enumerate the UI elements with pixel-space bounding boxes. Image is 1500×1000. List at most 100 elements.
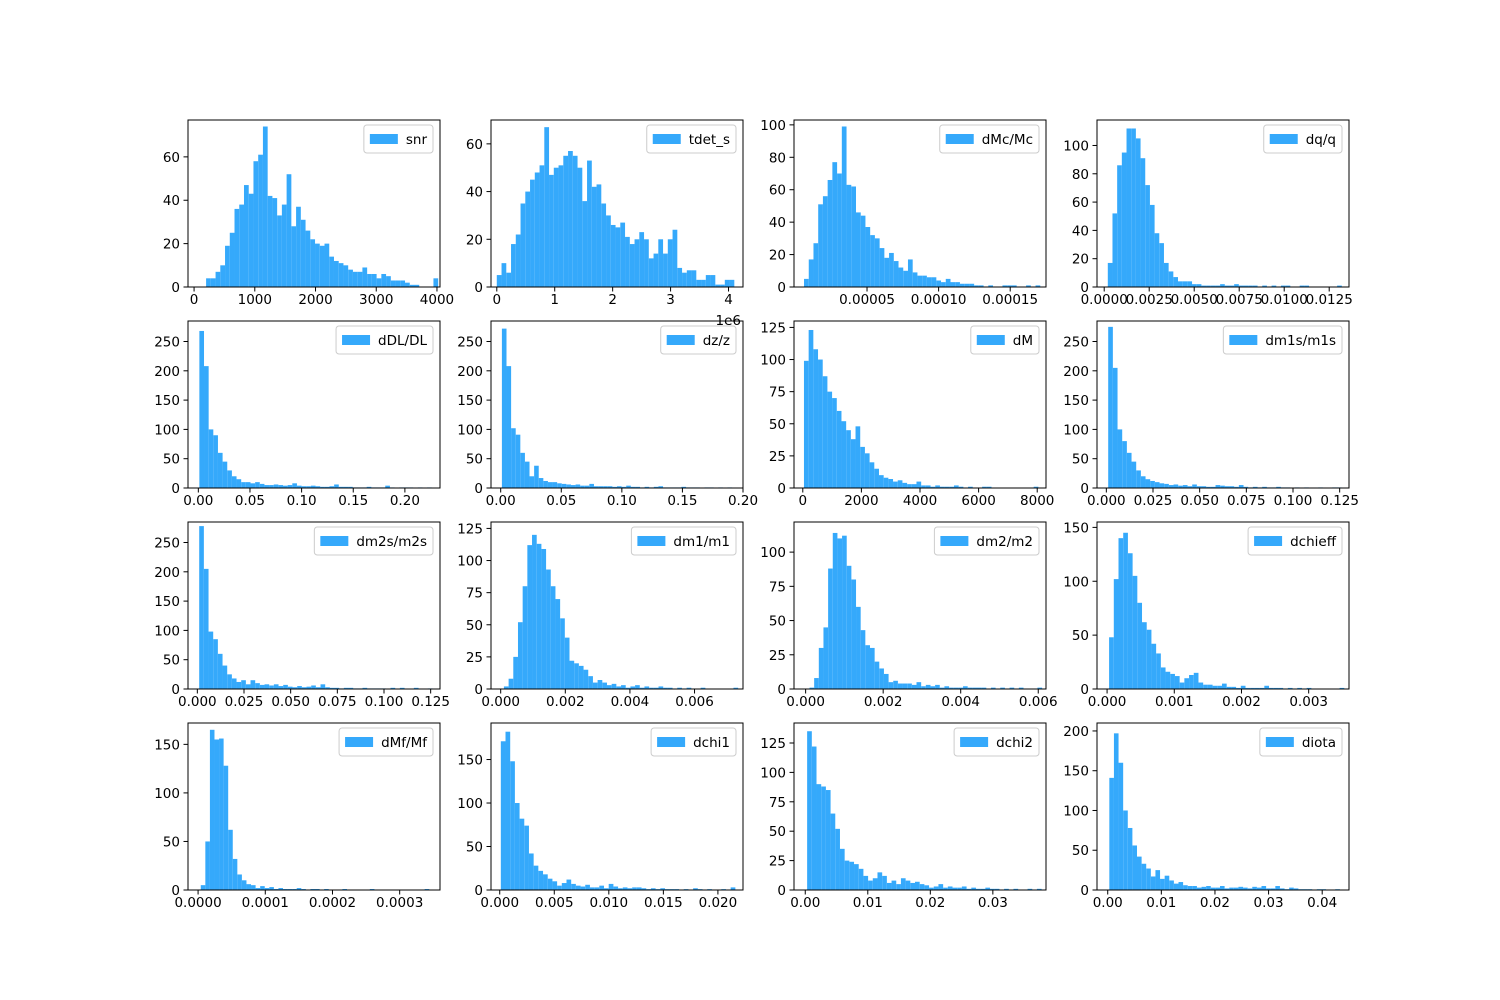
histogram-bar <box>357 271 363 287</box>
x-tick-label: 0.002 <box>1222 694 1261 710</box>
histogram-bar <box>329 256 334 287</box>
histogram-bar <box>864 453 870 488</box>
histogram-bar <box>580 485 585 488</box>
y-tick-label: 40 <box>466 185 483 201</box>
histogram-bar <box>250 483 256 488</box>
histogram-bar <box>608 883 614 890</box>
histogram-bar <box>870 235 875 287</box>
histogram-bar <box>1215 485 1221 488</box>
histogram-bar <box>724 279 730 287</box>
histogram-bar <box>1132 845 1137 890</box>
histogram-bar <box>1212 685 1218 689</box>
x-tick-label: 2 <box>608 292 617 308</box>
histogram-bar <box>844 860 850 890</box>
histogram-bar <box>644 486 650 488</box>
legend-box <box>338 727 434 757</box>
histogram-bar <box>594 887 600 890</box>
x-tick-label: 0.20 <box>728 493 758 509</box>
histogram-bar <box>990 687 996 689</box>
legend-label: snr <box>406 132 428 148</box>
histogram-bar <box>686 687 692 689</box>
histogram-bar <box>324 486 330 488</box>
histogram-bar <box>555 599 561 689</box>
histogram-bar <box>1201 285 1207 287</box>
histogram-bar <box>896 884 901 890</box>
axes-frame <box>490 119 744 288</box>
y-tick-label: 125 <box>760 320 786 336</box>
histogram-bar <box>232 858 238 890</box>
histogram-bar <box>1201 886 1207 890</box>
histogram-bar <box>1203 684 1208 689</box>
y-tick-label: 50 <box>163 653 180 669</box>
histogram-bar <box>278 888 284 890</box>
legend-swatch <box>1265 737 1294 747</box>
histogram-bar <box>856 606 861 689</box>
histogram-bar <box>1337 285 1342 287</box>
histogram-bar <box>682 272 687 287</box>
x-tick-label: 0.010 <box>589 895 628 911</box>
histogram-bar <box>1252 285 1258 287</box>
x-tick-label: 0.004 <box>611 694 650 710</box>
legend-label: dz/z <box>703 333 730 349</box>
x-tick-label: 0.03 <box>978 895 1008 911</box>
histogram-bar <box>935 684 940 689</box>
y-tick-label: 250 <box>154 335 180 351</box>
legend-label: dm1/m1 <box>673 534 730 550</box>
histogram-bar <box>1278 687 1284 689</box>
histogram-bar <box>1196 486 1202 488</box>
y-tick-label: 0 <box>171 280 180 296</box>
histogram-bar <box>205 841 210 890</box>
histogram-bar <box>964 283 970 287</box>
histogram-bar <box>634 239 640 287</box>
histogram-bar <box>635 685 640 689</box>
y-tick-label: 100 <box>457 554 483 570</box>
histogram-bar <box>1184 678 1190 689</box>
histogram-bar <box>635 486 641 488</box>
histogram-bar <box>574 663 579 689</box>
legend-box <box>953 727 1040 757</box>
histogram-bar <box>1207 684 1213 689</box>
legend-label: dchieff <box>1290 534 1337 550</box>
histogram-bar <box>924 885 930 890</box>
x-tick-label: 0.050 <box>271 694 310 710</box>
histogram-bar <box>1182 281 1188 287</box>
histogram-bar <box>549 174 554 287</box>
legend: tdet_s <box>646 124 737 154</box>
axes-frame <box>793 722 1047 891</box>
histogram-bar <box>515 234 521 287</box>
histogram-bar <box>297 686 302 689</box>
histogram-bar <box>296 485 302 488</box>
legend-label: diota <box>1302 735 1336 751</box>
y-tick-label: 50 <box>1072 452 1089 468</box>
y-tick-label: 100 <box>1063 422 1089 438</box>
histogram-bar <box>1306 687 1312 689</box>
histogram-bar <box>851 186 856 287</box>
histogram-bar <box>626 485 631 488</box>
subplot-dchi2: 0.00 0.01 0.02 0.03 0 25 50 75 100 125 dchi2 <box>760 722 1047 911</box>
legend-box <box>646 124 737 154</box>
legend: dq/q <box>1263 124 1343 154</box>
legend: dM <box>970 325 1040 355</box>
histogram-bar <box>1173 883 1179 890</box>
legend: dchi2 <box>953 727 1040 757</box>
histogram-bar <box>1252 486 1258 488</box>
histogram-bar <box>950 282 956 287</box>
histogram-bar <box>1221 683 1227 689</box>
x-tick-label: 0 <box>492 292 501 308</box>
histogram-bar <box>539 165 545 287</box>
histogram-bar <box>1107 262 1113 287</box>
histogram-bar <box>204 366 209 488</box>
y-tick-label: 0 <box>1080 481 1089 497</box>
histogram-bar <box>926 277 932 287</box>
y-tick-label: 100 <box>760 765 786 781</box>
histogram-bar <box>413 687 419 689</box>
histogram-bar <box>622 887 628 890</box>
histogram-bar <box>804 278 809 287</box>
histogram-bar <box>677 267 683 287</box>
y-tick-label: 50 <box>163 834 180 850</box>
histogram-bar <box>343 486 349 488</box>
histogram-bar <box>296 206 301 287</box>
histogram-bar <box>243 185 249 287</box>
legend-label: dchi1 <box>693 735 730 751</box>
histogram-bar <box>860 630 866 689</box>
